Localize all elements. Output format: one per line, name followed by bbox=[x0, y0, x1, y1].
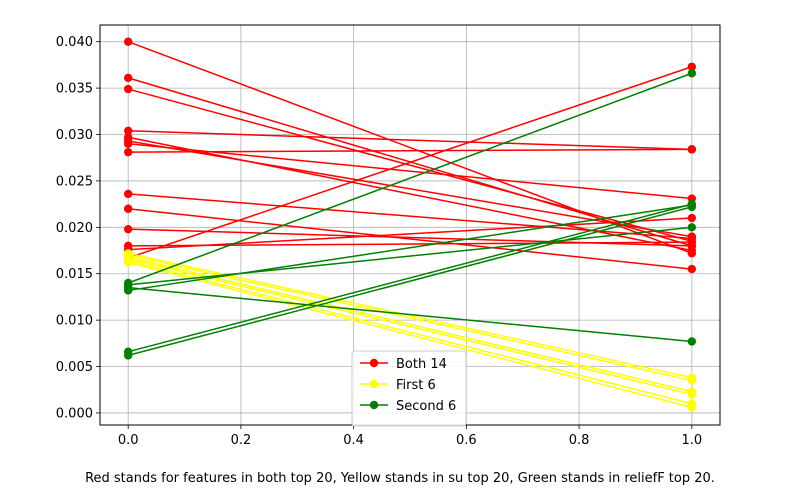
chart: 0.0 0.2 0.4 0.6 0.8 1.0 0.000 0.005 0.010 0.015 0.… bbox=[56, 24, 721, 448]
data-point bbox=[687, 376, 697, 385]
series-line bbox=[128, 140, 692, 238]
y-tick-label: 0.025 bbox=[56, 174, 93, 189]
data-point bbox=[123, 139, 133, 148]
series-line bbox=[128, 286, 692, 343]
data-point bbox=[687, 69, 697, 78]
series-line bbox=[128, 143, 692, 200]
x-tick-label: 0.4 bbox=[343, 433, 364, 448]
y-tick-label: 0.030 bbox=[56, 128, 93, 143]
data-point bbox=[687, 390, 697, 399]
data-point bbox=[687, 337, 697, 346]
data-point bbox=[123, 286, 133, 295]
y-tick-label: 0.020 bbox=[56, 221, 93, 236]
data-point bbox=[687, 264, 697, 274]
data-point bbox=[123, 204, 133, 213]
data-point bbox=[687, 145, 697, 154]
series-line bbox=[128, 258, 692, 396]
legend-box bbox=[351, 350, 467, 427]
x-tick-label: 0.2 bbox=[231, 433, 252, 448]
figure-caption: Red stands for features in both top 20, … bbox=[85, 471, 715, 486]
series-line bbox=[127, 72, 693, 284]
legend-label: First 6 bbox=[396, 378, 436, 393]
legend-label: Second 6 bbox=[396, 399, 456, 414]
legend-swatch-marker bbox=[369, 358, 379, 368]
series-line bbox=[128, 217, 692, 251]
data-point bbox=[687, 237, 697, 247]
y-tick-label: 0.000 bbox=[56, 406, 93, 421]
series-line bbox=[128, 256, 692, 393]
data-point bbox=[123, 351, 133, 360]
data-point bbox=[123, 224, 133, 234]
data-point bbox=[123, 258, 133, 267]
x-tick-label: 1.0 bbox=[681, 433, 702, 448]
series-line bbox=[127, 66, 693, 259]
data-point bbox=[123, 84, 133, 94]
series-line bbox=[128, 241, 692, 247]
series-line bbox=[128, 208, 692, 270]
x-tick-label: 0.8 bbox=[569, 433, 590, 448]
data-point bbox=[123, 147, 133, 157]
data-point bbox=[687, 213, 697, 223]
data-point bbox=[123, 126, 133, 136]
y-tick-label: 0.015 bbox=[56, 267, 93, 282]
series-line bbox=[127, 203, 693, 353]
data-point bbox=[123, 189, 133, 199]
data-point bbox=[687, 223, 697, 232]
data-point bbox=[687, 202, 697, 212]
series-line bbox=[128, 130, 692, 151]
series-line bbox=[128, 148, 692, 153]
x-tick-label: 0.6 bbox=[456, 433, 477, 448]
series-line bbox=[128, 226, 692, 286]
y-tick-label: 0.035 bbox=[56, 82, 93, 97]
legend: Both 14 First 6 Second 6 bbox=[351, 350, 467, 427]
legend-label: Both 14 bbox=[396, 357, 447, 372]
y-tick-label: 0.005 bbox=[56, 360, 93, 375]
series-line bbox=[128, 204, 692, 292]
data-lines bbox=[123, 37, 697, 412]
legend-swatch-marker bbox=[369, 400, 379, 410]
legend-swatch-marker bbox=[369, 379, 379, 389]
data-point bbox=[123, 73, 133, 83]
series-line bbox=[127, 206, 693, 357]
y-tick-label: 0.010 bbox=[56, 314, 93, 329]
data-point bbox=[687, 62, 697, 71]
y-tick-label: 0.040 bbox=[56, 35, 93, 50]
x-tick-label: 0.0 bbox=[118, 433, 139, 448]
series-line bbox=[128, 252, 692, 379]
series-line bbox=[127, 260, 693, 405]
axis-ticks: 0.0 0.2 0.4 0.6 0.8 1.0 0.000 0.005 0.010 0.015 0.… bbox=[56, 35, 702, 448]
series-line bbox=[127, 261, 693, 409]
data-point bbox=[687, 403, 697, 412]
series-line bbox=[127, 88, 693, 242]
data-point bbox=[123, 37, 133, 46]
